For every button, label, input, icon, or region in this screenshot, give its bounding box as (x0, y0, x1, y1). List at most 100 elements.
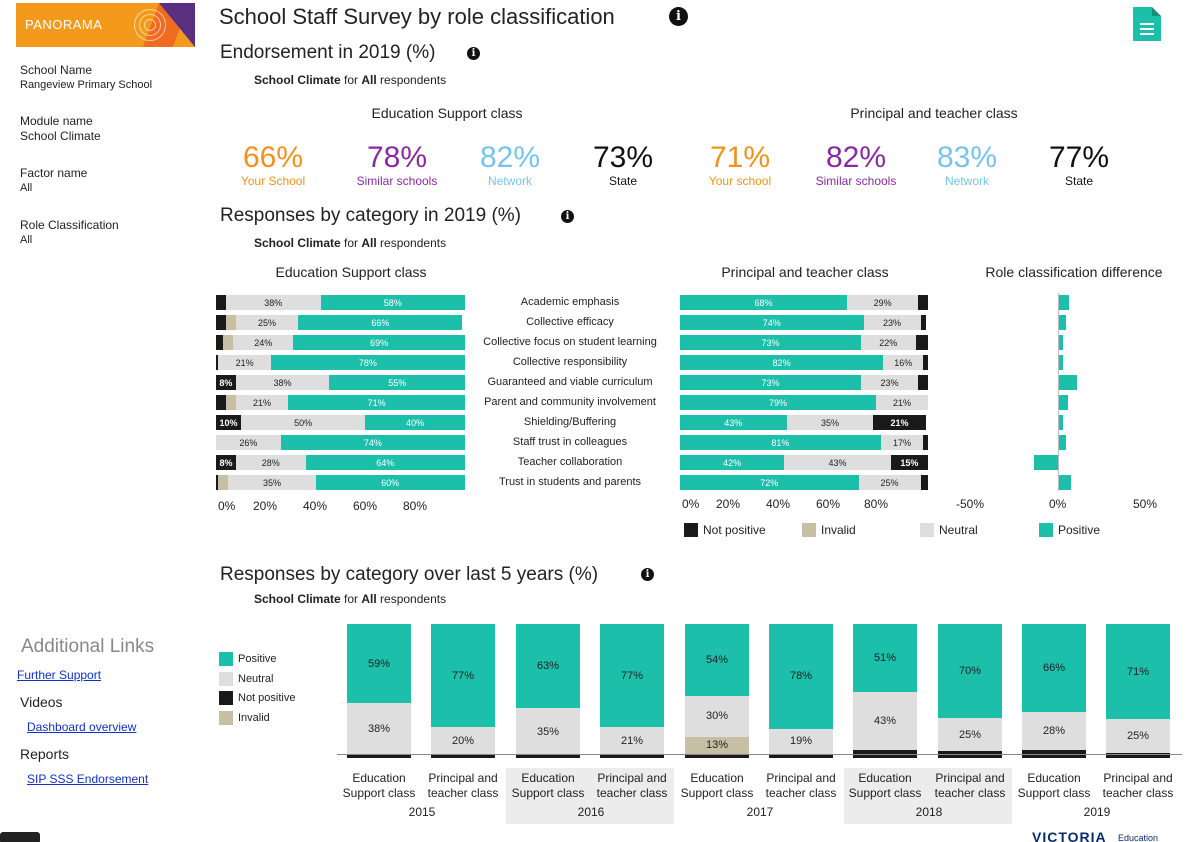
not-positive-segment[interactable] (216, 395, 226, 410)
not-positive-segment[interactable]: 10% (216, 415, 241, 430)
es-response-bar[interactable]: 38% 58% (216, 295, 465, 310)
not-positive-segment[interactable] (769, 753, 833, 758)
positive-segment[interactable]: 69% (293, 335, 465, 350)
not-positive-segment[interactable]: 15% (890, 455, 928, 470)
legend-neutral[interactable]: Neutral (920, 523, 978, 537)
positive-segment[interactable]: 81% (680, 435, 881, 450)
not-positive-segment[interactable] (216, 355, 219, 370)
not-positive-segment[interactable] (431, 753, 495, 758)
invalid-segment[interactable] (225, 395, 236, 410)
difference-bar[interactable] (1058, 435, 1066, 450)
not-positive-segment[interactable] (918, 295, 928, 310)
not-positive-segment[interactable] (685, 753, 749, 758)
positive-segment[interactable]: 71% (288, 395, 465, 410)
positive-segment[interactable]: 71% (1106, 624, 1170, 720)
neutral-segment[interactable]: 21% (875, 395, 928, 410)
positive-segment[interactable]: 79% (680, 395, 876, 410)
filter-module-name[interactable]: Module name School Climate (20, 114, 101, 144)
neutral-segment[interactable]: 43% (853, 692, 917, 750)
neutral-segment[interactable]: 21% (235, 395, 289, 410)
positive-segment[interactable]: 74% (680, 315, 864, 330)
neutral-segment[interactable]: 21% (600, 727, 664, 756)
positive-segment[interactable]: 43% (680, 415, 787, 430)
difference-bar[interactable] (1034, 455, 1058, 470)
not-positive-segment[interactable]: 8% (216, 455, 236, 470)
difference-bar[interactable] (1058, 475, 1071, 490)
neutral-segment[interactable]: 24% (233, 335, 294, 350)
pt-response-bar[interactable]: 79% 21% (680, 395, 928, 410)
not-positive-segment[interactable] (915, 335, 928, 350)
sip-sss-endorsement-link[interactable]: SIP SSS Endorsement (27, 772, 149, 786)
positive-segment[interactable]: 51% (853, 624, 917, 693)
positive-segment[interactable]: 58% (320, 295, 465, 310)
positive-segment[interactable]: 54% (685, 624, 749, 697)
neutral-segment[interactable]: 30% (685, 696, 749, 737)
neutral-segment[interactable]: 19% (769, 728, 833, 754)
not-positive-segment[interactable] (216, 335, 224, 350)
positive-segment[interactable]: 73% (680, 335, 862, 350)
positive-segment[interactable]: 73% (680, 375, 862, 390)
filter-factor-name[interactable]: Factor name All (20, 166, 87, 196)
neutral-segment[interactable]: 20% (431, 727, 495, 754)
legend-invalid[interactable]: Invalid (802, 523, 856, 537)
not-positive-segment[interactable] (923, 435, 928, 450)
pt-response-bar[interactable]: 74% 23% (680, 315, 928, 330)
info-icon[interactable]: i (561, 210, 574, 223)
legend-5y-neutral[interactable]: Neutral (219, 672, 273, 686)
not-positive-segment[interactable] (347, 753, 411, 758)
info-icon[interactable]: i (467, 47, 480, 60)
positive-segment[interactable]: 60% (315, 475, 465, 490)
pt-response-bar[interactable]: 82% 16% (680, 355, 928, 370)
pt-response-bar[interactable]: 73% 23% (680, 375, 928, 390)
neutral-segment[interactable]: 17% (880, 435, 924, 450)
neutral-segment[interactable]: 21% (218, 355, 271, 370)
not-positive-segment[interactable] (923, 355, 928, 370)
neutral-segment[interactable]: 26% (216, 435, 281, 450)
positive-segment[interactable]: 72% (680, 475, 859, 490)
es-response-bar[interactable]: 10% 50% 40% (216, 415, 465, 430)
neutral-segment[interactable]: 28% (235, 455, 306, 470)
pt-response-bar[interactable]: 72% 25% (680, 475, 928, 490)
legend-5y-not-positive[interactable]: Not positive (219, 691, 295, 705)
positive-segment[interactable]: 55% (329, 375, 466, 390)
neutral-segment[interactable]: 25% (858, 475, 921, 490)
pt-response-bar[interactable]: 81% 17% (680, 435, 928, 450)
neutral-segment[interactable]: 16% (883, 355, 924, 370)
neutral-segment[interactable]: 43% (784, 455, 891, 470)
positive-segment[interactable]: 77% (431, 624, 495, 728)
legend-positive[interactable]: Positive (1039, 523, 1100, 537)
neutral-segment[interactable]: 25% (938, 717, 1002, 752)
positive-segment[interactable]: 63% (516, 624, 580, 709)
difference-bar[interactable] (1058, 335, 1063, 350)
not-positive-segment[interactable] (600, 755, 664, 758)
difference-bar[interactable] (1058, 395, 1068, 410)
neutral-segment[interactable]: 25% (1106, 719, 1170, 753)
neutral-segment[interactable]: 23% (863, 315, 921, 330)
neutral-segment[interactable]: 23% (861, 375, 919, 390)
not-positive-segment[interactable]: 21% (873, 415, 926, 430)
not-positive-segment[interactable] (216, 475, 219, 490)
difference-bar[interactable] (1058, 415, 1063, 430)
invalid-segment[interactable] (223, 335, 234, 350)
not-positive-segment[interactable] (1106, 752, 1170, 758)
not-positive-segment[interactable] (853, 749, 917, 758)
info-icon[interactable]: i (669, 7, 688, 26)
positive-segment[interactable]: 78% (769, 624, 833, 729)
legend-5y-positive[interactable]: Positive (219, 652, 277, 666)
difference-bar[interactable] (1058, 295, 1070, 310)
difference-bar[interactable] (1058, 315, 1066, 330)
es-response-bar[interactable]: 21% 71% (216, 395, 465, 410)
neutral-segment[interactable]: 29% (846, 295, 919, 310)
es-response-bar[interactable]: 8% 28% 64% (216, 455, 465, 470)
es-response-bar[interactable]: 25% 66% (216, 315, 465, 330)
not-positive-segment[interactable] (918, 375, 928, 390)
es-response-bar[interactable]: 26% 74% (216, 435, 465, 450)
document-export-icon[interactable] (1133, 7, 1161, 41)
positive-segment[interactable]: 82% (680, 355, 884, 370)
legend-not-positive[interactable]: Not positive (684, 523, 766, 537)
invalid-segment[interactable]: 13% (685, 736, 749, 754)
es-response-bar[interactable]: 8% 38% 55% (216, 375, 466, 390)
not-positive-segment[interactable] (216, 295, 226, 310)
not-positive-segment[interactable] (216, 315, 226, 330)
filter-school-name[interactable]: School Name Rangeview Primary School (20, 63, 152, 93)
